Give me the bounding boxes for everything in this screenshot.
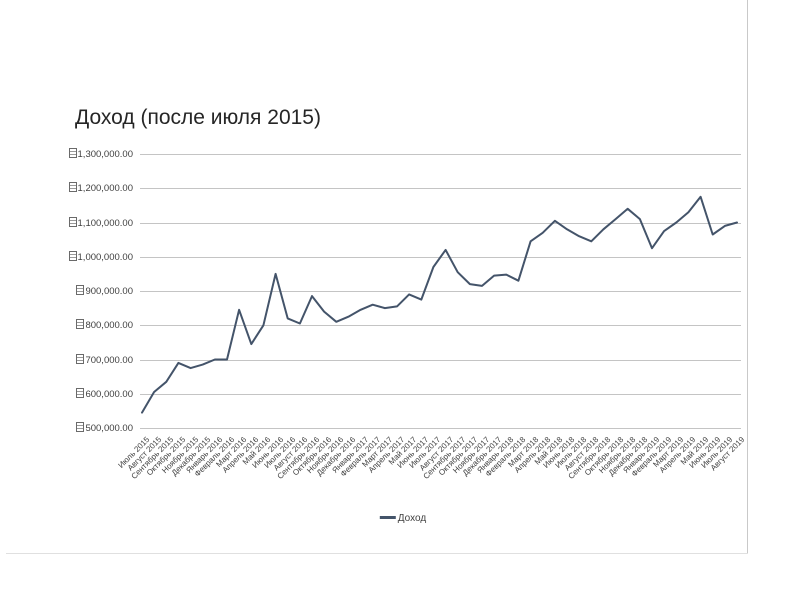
missing-currency-glyph xyxy=(68,182,77,193)
legend-line-swatch xyxy=(379,516,396,519)
y-axis-label: 800,000.00 xyxy=(0,319,133,332)
legend: Доход xyxy=(379,513,427,524)
y-axis-label: 600,000.00 xyxy=(0,387,133,401)
y-axis-label: 700,000.00 xyxy=(0,353,133,367)
y-axis-label: 1,300,000.00 xyxy=(0,148,133,161)
y-axis-label: 1,200,000.00 xyxy=(0,182,133,195)
legend-label: Доход xyxy=(397,513,427,524)
missing-currency-glyph xyxy=(76,387,85,398)
y-axis-label: 500,000.00 xyxy=(0,422,133,435)
missing-currency-glyph xyxy=(68,148,77,158)
missing-currency-glyph xyxy=(76,422,85,432)
gridline xyxy=(140,154,741,155)
missing-currency-glyph xyxy=(68,250,77,261)
income-series-line xyxy=(141,195,738,414)
gridline xyxy=(140,291,741,292)
gridline xyxy=(140,393,741,395)
slide-bottom-edge xyxy=(6,553,748,554)
y-axis-label: 900,000.00 xyxy=(0,285,133,298)
slide-right-edge xyxy=(747,0,748,554)
gridline xyxy=(140,256,741,258)
gridline xyxy=(140,222,741,224)
y-axis-label: 1,100,000.00 xyxy=(0,216,133,230)
missing-currency-glyph xyxy=(76,353,85,364)
missing-currency-glyph xyxy=(68,216,77,227)
gridline xyxy=(140,359,741,361)
missing-currency-glyph xyxy=(76,285,85,295)
missing-currency-glyph xyxy=(76,319,85,330)
gridline xyxy=(140,188,741,190)
chart-title: Доход (после июля 2015) xyxy=(75,106,321,129)
gridline xyxy=(140,325,741,327)
gridline xyxy=(140,428,741,429)
y-axis-label: 1,000,000.00 xyxy=(0,250,133,264)
